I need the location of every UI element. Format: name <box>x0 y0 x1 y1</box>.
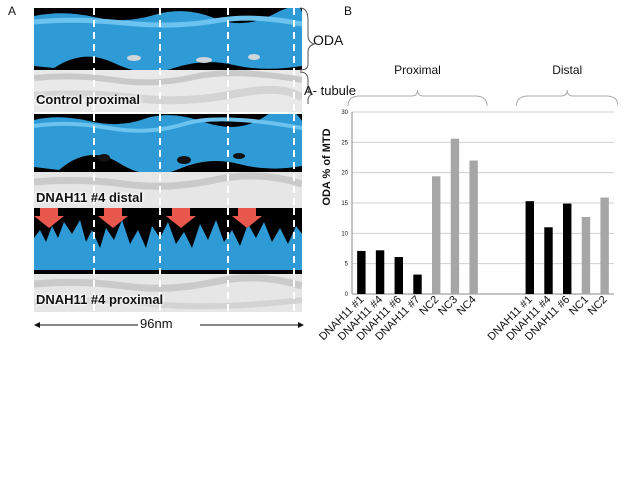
y-tick-label: 15 <box>341 201 348 207</box>
label-distal: DNAH11 #4 distal <box>36 190 143 205</box>
bar <box>432 176 441 294</box>
scale-bar-label: 96nm <box>140 316 173 331</box>
bar <box>563 203 572 294</box>
label-control-proximal: Control proximal <box>36 92 141 107</box>
x-tick-label: NC1 <box>567 294 591 318</box>
oda-bar-chart: Proximal Distal 0 5 10 15 20 25 30 DNAH11 #1DNA… <box>318 63 618 340</box>
red-arrows <box>34 208 262 228</box>
x-tick-label: NC2 <box>586 294 610 318</box>
group-label: Proximal <box>394 63 441 77</box>
x-tick-label: NC2 <box>417 294 441 318</box>
group-brackets: Proximal Distal <box>347 63 618 107</box>
y-tick-label: 5 <box>345 262 349 268</box>
em-image-control-proximal <box>34 8 302 112</box>
bar <box>581 216 591 294</box>
bar <box>375 250 385 294</box>
bar <box>525 201 534 294</box>
scale-bar <box>34 322 304 328</box>
bar <box>450 138 460 294</box>
em-image-proximal <box>34 208 302 312</box>
em-strip-proximal <box>34 208 302 312</box>
bars <box>357 138 609 294</box>
label-proximal: DNAH11 #4 proximal <box>36 292 164 307</box>
y-tick-label: 25 <box>341 140 348 146</box>
side-brackets <box>299 7 316 104</box>
x-tick-label: NC3 <box>436 294 460 318</box>
bar <box>413 274 422 294</box>
bar <box>469 160 478 294</box>
bar <box>600 197 609 294</box>
y-tick-labels: 0 5 10 15 20 25 30 <box>341 110 348 298</box>
bar <box>544 227 553 294</box>
em-image-distal <box>34 114 302 210</box>
em-strip-control-proximal <box>34 8 302 112</box>
oda-label: ODA <box>313 32 344 48</box>
group-bracket <box>515 89 618 107</box>
y-tick-label: 10 <box>341 231 348 237</box>
em-strip-distal <box>34 114 302 210</box>
y-axis-label: ODA % of MTD <box>321 128 333 205</box>
group-bracket <box>347 89 488 107</box>
y-tick-label: 30 <box>341 110 348 116</box>
panel-a-letter: A <box>8 4 17 18</box>
a-tubule-label: A- tubule <box>304 83 357 98</box>
bar <box>394 256 403 294</box>
y-tick-label: 0 <box>345 292 349 298</box>
x-tick-label: NC4 <box>455 294 479 318</box>
gridlines <box>351 111 614 295</box>
y-tick-label: 20 <box>341 171 348 177</box>
group-label: Distal <box>552 63 582 77</box>
panel-b-letter: B <box>344 4 353 18</box>
bar <box>357 250 366 294</box>
